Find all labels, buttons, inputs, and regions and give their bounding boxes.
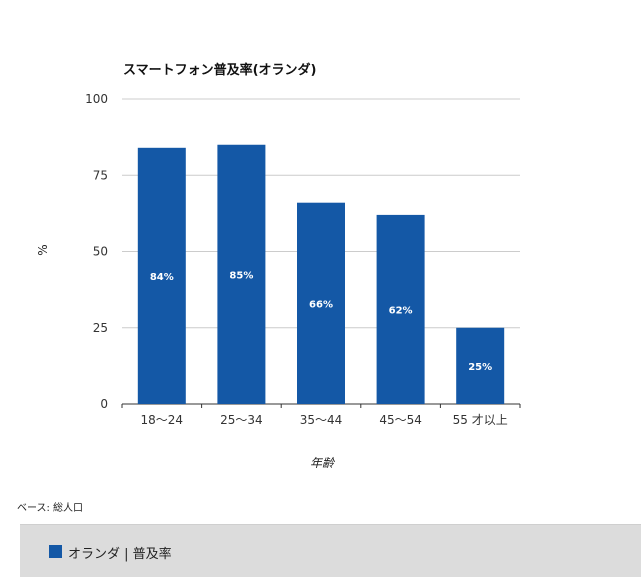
bar (376, 214, 425, 404)
data-label: 25% (468, 362, 492, 373)
bar (217, 144, 266, 404)
legend-label: オランダ | 普及率 (68, 547, 172, 562)
x-tick-label: 18〜24 (141, 413, 184, 427)
data-label: 66% (309, 299, 333, 310)
y-tick-label: 25 (93, 321, 108, 335)
x-tick-label: 45〜54 (379, 413, 422, 427)
data-label: 85% (229, 270, 253, 281)
x-tick-label: 25〜34 (220, 413, 263, 427)
y-axis-label: % (36, 244, 50, 255)
legend-swatch (49, 545, 62, 558)
x-axis-label: 年齢 (310, 456, 336, 470)
bar (297, 202, 345, 404)
bar (137, 147, 186, 405)
base-note: ベース: 総人口 (17, 503, 84, 514)
y-tick-label: 75 (93, 168, 108, 182)
x-tick-label: 55 才以上 (453, 413, 508, 427)
data-label: 84% (150, 272, 174, 283)
y-tick-label: 0 (100, 397, 108, 411)
data-label: 62% (389, 305, 413, 316)
legend: オランダ | 普及率 (20, 524, 641, 577)
chart-title: スマートフォン普及率(オランダ) (123, 62, 317, 78)
y-tick-label: 100 (85, 92, 108, 106)
y-tick-label: 50 (93, 245, 108, 259)
x-tick-label: 35〜44 (300, 413, 343, 427)
bar (456, 327, 505, 404)
